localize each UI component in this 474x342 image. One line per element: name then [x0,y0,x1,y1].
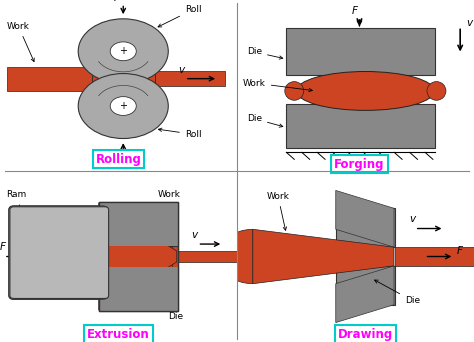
Text: Work: Work [243,79,312,92]
Bar [99,202,178,246]
Bar [99,246,178,267]
Bar [155,71,225,87]
Text: F: F [352,6,357,16]
Bar [99,202,178,311]
Bar [99,267,178,311]
Text: Roll: Roll [158,128,201,139]
Bar [92,74,155,83]
Text: Ram: Ram [6,190,26,214]
Text: F: F [114,0,120,3]
Bar [100,203,177,310]
Bar [99,202,178,311]
Text: Die: Die [159,276,183,321]
Text: F: F [0,242,6,252]
Text: Work: Work [266,192,290,230]
Text: v: v [191,230,198,240]
Text: v: v [409,214,415,224]
Text: Die: Die [374,280,420,305]
Bar [99,202,178,246]
Bar [286,28,435,75]
Text: Die: Die [247,114,283,127]
Circle shape [78,74,168,139]
Text: Drawing: Drawing [338,328,393,341]
FancyBboxPatch shape [9,206,108,299]
Polygon shape [253,229,394,284]
Bar [99,202,178,311]
Bar [99,202,178,311]
Text: Work: Work [140,190,181,241]
Bar [99,202,178,311]
Text: Rolling: Rolling [96,153,141,166]
Polygon shape [99,203,177,310]
Text: F: F [456,246,462,256]
Circle shape [78,19,168,84]
Bar [336,266,395,305]
Text: Forging: Forging [334,158,385,171]
Bar [7,67,92,91]
Bar [178,251,237,262]
Text: Work: Work [7,22,34,62]
Text: Die: Die [247,48,283,59]
Polygon shape [336,190,394,247]
Bar [286,104,435,148]
Text: F: F [114,149,120,159]
Circle shape [110,96,137,116]
Ellipse shape [285,82,304,100]
Text: +: + [119,101,127,111]
Text: Roll: Roll [158,5,201,27]
Bar [99,267,178,311]
Bar [336,208,395,247]
Text: v: v [178,65,184,75]
Circle shape [110,42,137,61]
Text: Extrusion: Extrusion [87,328,150,341]
Text: +: + [119,46,127,56]
Polygon shape [336,266,394,323]
Ellipse shape [427,82,446,100]
Bar [99,202,178,246]
Bar [99,267,178,311]
Bar [395,247,474,266]
Bar [100,246,172,267]
Wedge shape [218,229,253,284]
FancyBboxPatch shape [10,207,109,299]
Ellipse shape [296,71,435,110]
Text: v: v [466,18,472,28]
FancyBboxPatch shape [9,206,108,299]
